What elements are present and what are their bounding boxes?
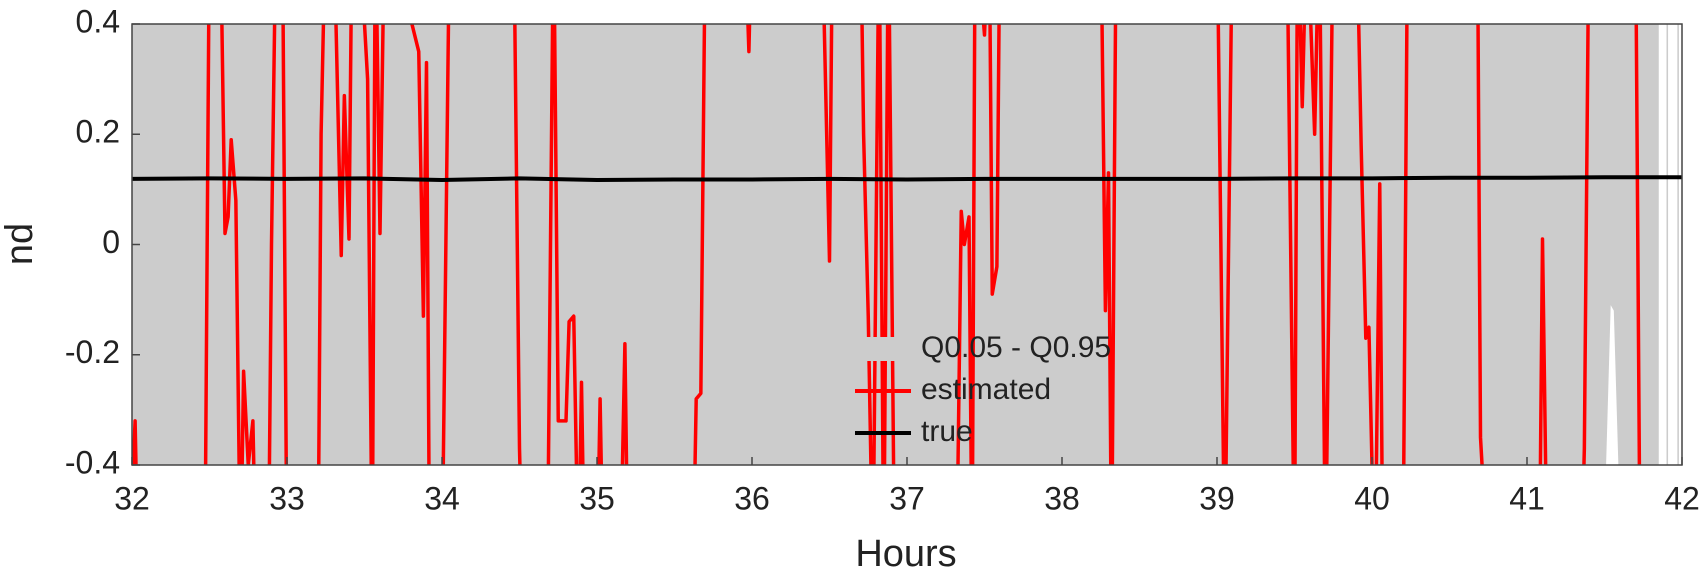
y-tick-label: 0.2 <box>76 114 120 150</box>
x-tick-label: 33 <box>269 480 305 516</box>
y-tick-label: 0 <box>102 224 120 260</box>
x-tick-label: 41 <box>1509 480 1545 516</box>
quantile-band <box>132 24 1659 465</box>
legend-swatch <box>855 337 911 361</box>
plot-content <box>132 24 1682 465</box>
legend-label: estimated <box>921 373 1051 406</box>
y-tick-label: 0.4 <box>76 3 120 39</box>
legend-label: Q0.05 - Q0.95 <box>921 331 1111 364</box>
x-axis-label: Hours <box>855 533 956 575</box>
x-tick-label: 39 <box>1199 480 1235 516</box>
quantile-band <box>1666 24 1669 465</box>
x-tick-label: 37 <box>889 480 925 516</box>
legend-label: true <box>921 415 973 448</box>
x-tick-label: 35 <box>579 480 615 516</box>
series-line <box>132 175 1682 183</box>
x-tick-label: 36 <box>734 480 770 516</box>
x-tick-label: 38 <box>1044 480 1080 516</box>
x-tick-label: 34 <box>424 480 460 516</box>
quantile-band <box>1677 24 1679 465</box>
x-tick-label: 32 <box>114 480 150 516</box>
y-tick-label: -0.4 <box>65 444 120 480</box>
x-tick-label: 42 <box>1664 480 1700 516</box>
x-tick-label: 40 <box>1354 480 1390 516</box>
y-axis-label: pu <box>3 223 45 265</box>
y-tick-label: -0.2 <box>65 334 120 370</box>
